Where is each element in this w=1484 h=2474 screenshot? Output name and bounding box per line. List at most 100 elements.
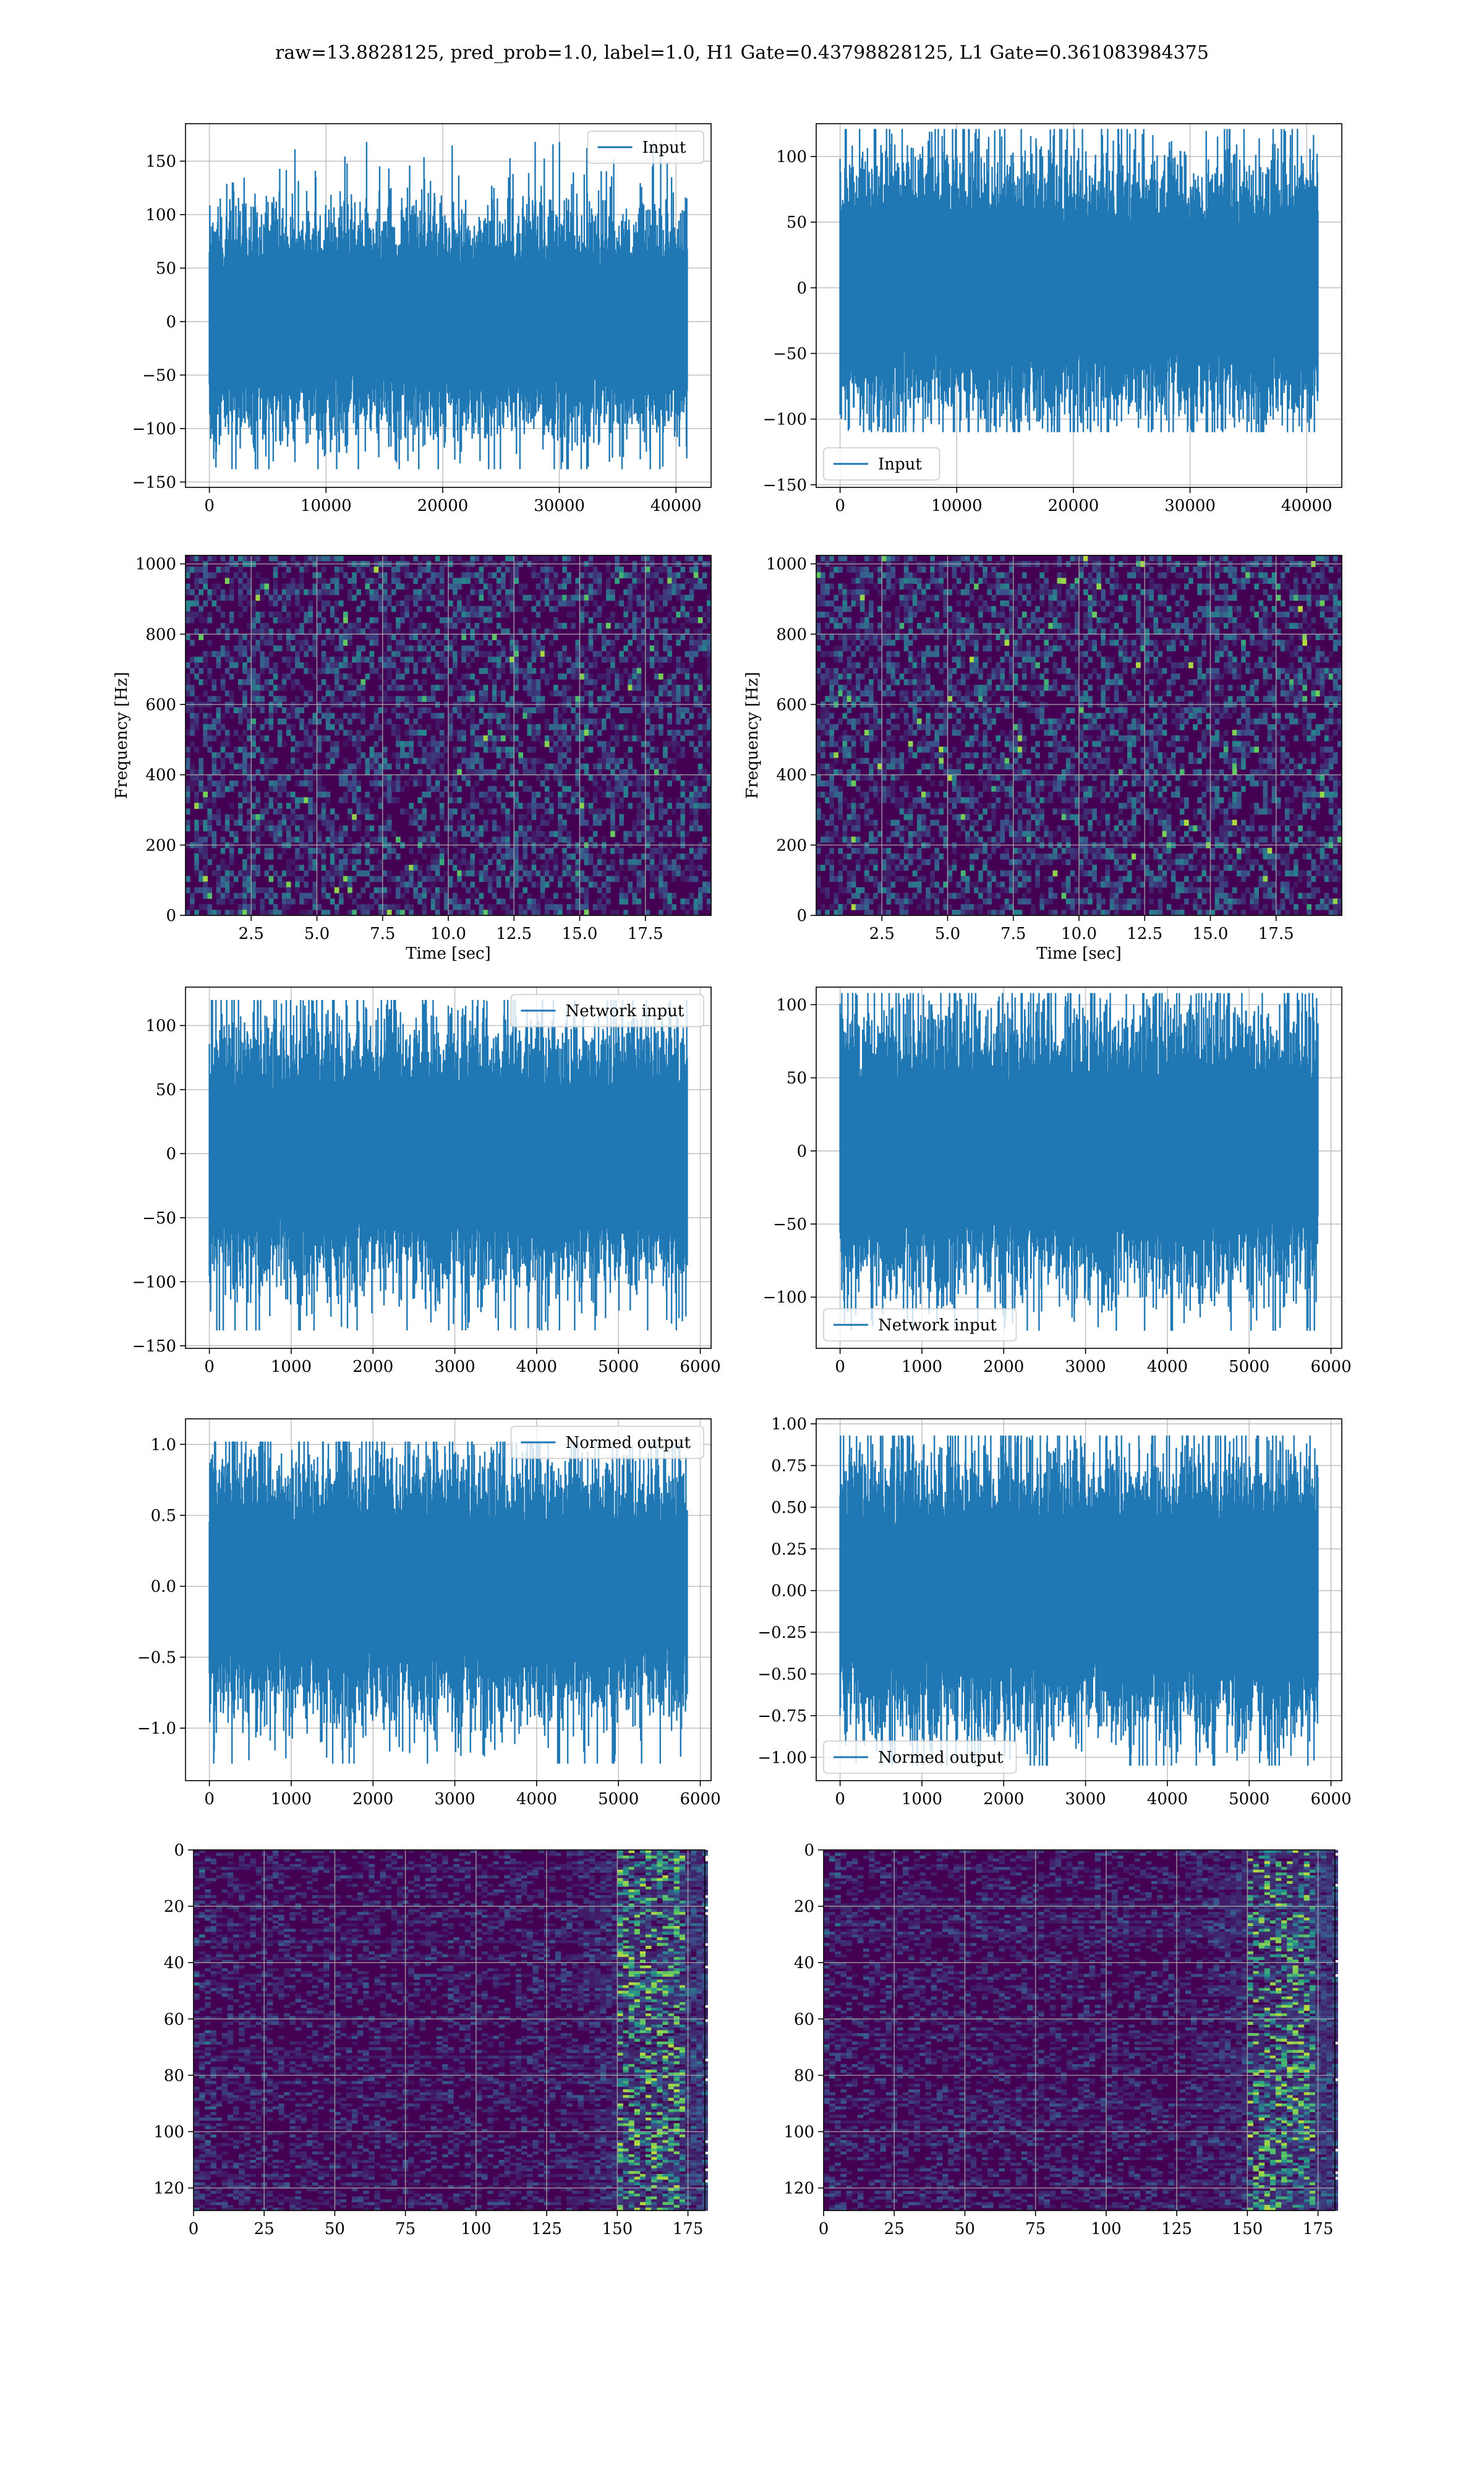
heatmap-cell [273, 572, 278, 578]
heatmap-cell [601, 752, 607, 758]
heatmap-cell [672, 859, 676, 865]
heatmap-cell [535, 803, 541, 809]
heatmap-cell [312, 674, 318, 680]
heatmap-cell [186, 808, 190, 815]
heatmap-cell [277, 594, 283, 601]
heatmap-cell [619, 769, 624, 776]
heatmap-cell [1258, 555, 1264, 562]
heatmap-cell [606, 780, 611, 787]
heatmap-cell [531, 567, 537, 573]
heatmap-cell [1267, 634, 1273, 640]
heatmap-cell [400, 645, 405, 652]
heatmap-cell [207, 735, 213, 742]
heatmap-cell [649, 606, 655, 612]
heatmap-cell [439, 808, 445, 815]
heatmap-cell [610, 589, 615, 596]
heatmap-cell [417, 735, 423, 742]
heatmap-cell [693, 865, 699, 871]
heatmap-cell [1140, 645, 1145, 652]
heatmap-cell [842, 589, 848, 596]
heatmap-cell [186, 780, 190, 787]
heatmap-cell [317, 763, 322, 770]
heatmap-cell [308, 785, 313, 792]
heatmap-cell [216, 713, 221, 719]
heatmap-cell [548, 628, 554, 635]
heatmap-cell [400, 752, 405, 758]
heatmap-cell [548, 791, 554, 798]
heatmap-cell [242, 904, 247, 910]
heatmap-cell [672, 735, 676, 742]
heatmap-cell [510, 854, 514, 860]
heatmap-cell [663, 645, 668, 652]
heatmap-cell [505, 836, 510, 843]
heatmap-cell [566, 865, 571, 871]
heatmap-cell [859, 634, 865, 640]
heatmap-cell [1044, 567, 1049, 573]
heatmap-cell [663, 640, 668, 646]
heatmap-cell [291, 820, 296, 826]
heatmap-cell [693, 747, 699, 753]
heatmap-cell [1250, 594, 1255, 601]
heatmap-cell [606, 785, 611, 792]
heatmap-cell [330, 606, 335, 612]
heatmap-cell [474, 735, 480, 742]
heatmap-cell [960, 617, 966, 623]
heatmap-cell [409, 617, 414, 623]
heatmap-cell [439, 735, 445, 742]
heatmap-cell [409, 909, 414, 916]
heatmap-cell [281, 600, 287, 607]
heatmap-cell [558, 825, 563, 832]
heatmap-cell [514, 854, 519, 860]
heatmap-cell [684, 555, 690, 562]
heatmap-cell [308, 808, 313, 815]
heatmap-cell [930, 617, 935, 623]
heatmap-cell [672, 774, 676, 781]
heatmap-cell [584, 656, 589, 663]
heatmap-cell [575, 713, 581, 719]
heatmap-cell [365, 758, 370, 764]
heatmap-cell [667, 583, 672, 590]
heatmap-cell [584, 904, 589, 910]
heatmap-cell [295, 656, 300, 663]
heatmap-cell [190, 724, 195, 730]
heatmap-cell [522, 854, 528, 860]
heatmap-cell [496, 847, 501, 854]
heatmap-cell [373, 887, 379, 894]
heatmap-cell [619, 679, 624, 685]
heatmap-cell [295, 881, 300, 888]
heatmap-cell [1079, 600, 1084, 607]
heatmap-cell [422, 555, 427, 562]
heatmap-cell [426, 724, 432, 730]
heatmap-cell [439, 741, 445, 747]
heatmap-cell [882, 611, 887, 618]
heatmap-cell [1258, 623, 1264, 629]
heatmap-cell [435, 594, 440, 601]
heatmap-cell [575, 904, 581, 910]
heatmap-cell [496, 876, 501, 882]
heatmap-cell [260, 820, 265, 826]
y-axis-label: Frequency [Hz] [113, 672, 131, 799]
heatmap-cell [417, 797, 423, 803]
heatmap-cell [934, 617, 939, 623]
heatmap-cell [645, 814, 650, 820]
heatmap-cell [571, 623, 576, 629]
heatmap-cell [706, 707, 712, 714]
heatmap-cell [588, 747, 594, 753]
heatmap-cell [641, 825, 646, 832]
heatmap-cell [641, 774, 646, 781]
heatmap-cell [553, 865, 558, 871]
heatmap-cell [466, 567, 471, 573]
heatmap-cell [396, 583, 401, 590]
heatmap-cell [479, 758, 484, 764]
heatmap-cell [991, 594, 996, 601]
heatmap-cell [238, 589, 243, 596]
heatmap-cell [255, 690, 260, 696]
heatmap-cell [255, 803, 260, 809]
heatmap-cell [987, 623, 992, 629]
heatmap-cell [1136, 600, 1141, 607]
heatmap-cell [553, 651, 558, 657]
heatmap-cell [198, 707, 203, 714]
heatmap-cell [1294, 578, 1298, 584]
heatmap-cell [838, 567, 843, 573]
heatmap-cell [684, 854, 690, 860]
